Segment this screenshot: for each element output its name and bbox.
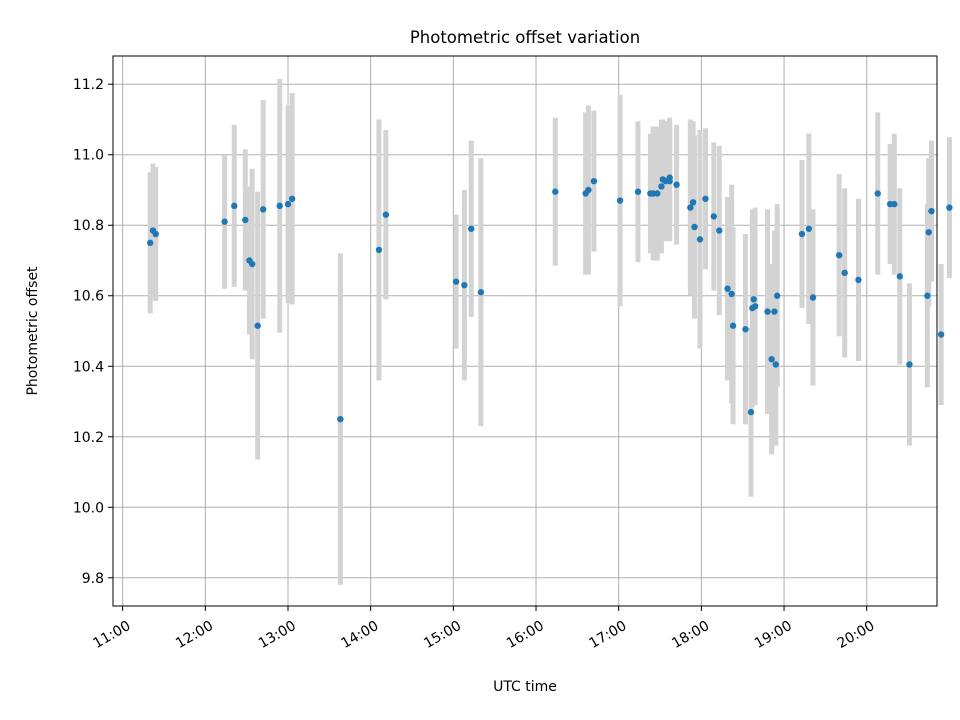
data-point	[925, 229, 932, 236]
plot-frame	[112, 55, 938, 607]
data-point	[689, 199, 697, 206]
data-point	[928, 207, 935, 215]
y-tick-label: 10.4	[73, 359, 104, 375]
y-tick-label: 10.2	[73, 430, 104, 446]
data-point	[666, 174, 673, 181]
data-point	[616, 197, 624, 204]
data-point	[805, 225, 813, 232]
data-point	[382, 211, 390, 218]
data-point	[248, 260, 256, 268]
data-point	[468, 225, 475, 232]
data-point	[673, 181, 680, 188]
y-tick-label: 10.8	[73, 218, 104, 234]
data-point	[552, 188, 559, 195]
data-point	[461, 281, 468, 289]
data-point	[946, 204, 953, 211]
data-point	[337, 415, 344, 423]
data-point	[764, 308, 771, 315]
data-point	[288, 195, 296, 202]
data-point	[906, 361, 913, 368]
data-point	[729, 322, 737, 329]
data-point	[728, 290, 735, 298]
data-point	[687, 204, 694, 211]
data-point	[221, 218, 228, 225]
data-points	[147, 174, 953, 423]
data-point	[751, 303, 759, 310]
data-point	[276, 202, 283, 210]
data-point	[590, 177, 598, 185]
data-point	[841, 269, 848, 277]
data-point	[259, 206, 267, 213]
chart-title: Photometric offset variation	[410, 28, 640, 47]
data-point	[896, 273, 903, 280]
data-point	[771, 308, 778, 315]
data-point	[152, 230, 159, 238]
data-point	[724, 285, 731, 292]
data-point	[750, 296, 757, 303]
y-tick-label: 9.8	[82, 571, 104, 587]
data-point	[809, 294, 817, 301]
y-tick-label: 11.0	[73, 148, 104, 164]
data-point	[452, 278, 460, 285]
data-point	[710, 213, 717, 220]
data-point	[654, 190, 661, 197]
data-point	[924, 292, 931, 299]
data-point	[691, 223, 698, 231]
data-point	[772, 361, 779, 368]
data-point	[855, 276, 862, 284]
y-tick-label: 10.6	[73, 289, 104, 305]
data-point	[696, 236, 704, 243]
data-point	[254, 322, 261, 329]
data-point	[585, 186, 592, 194]
y-axis-label: Photometric offset	[25, 266, 41, 396]
data-point	[284, 200, 292, 208]
data-point	[874, 190, 881, 197]
data-point	[716, 227, 723, 234]
data-point	[375, 246, 383, 254]
data-point	[477, 289, 485, 296]
data-point	[147, 239, 154, 247]
y-tick-label: 10.0	[73, 500, 104, 516]
data-point	[634, 188, 642, 195]
data-point	[937, 331, 945, 338]
data-point	[798, 230, 806, 238]
data-point	[658, 183, 665, 190]
data-point	[891, 200, 898, 208]
data-point	[747, 408, 755, 416]
data-point	[835, 251, 843, 259]
data-point	[768, 356, 775, 363]
x-axis-label: UTC time	[493, 679, 557, 695]
data-point	[742, 326, 749, 333]
data-point	[773, 292, 781, 299]
data-point	[702, 195, 709, 202]
data-point	[242, 216, 249, 224]
y-tick-label: 11.2	[73, 77, 104, 93]
data-point	[231, 202, 238, 210]
